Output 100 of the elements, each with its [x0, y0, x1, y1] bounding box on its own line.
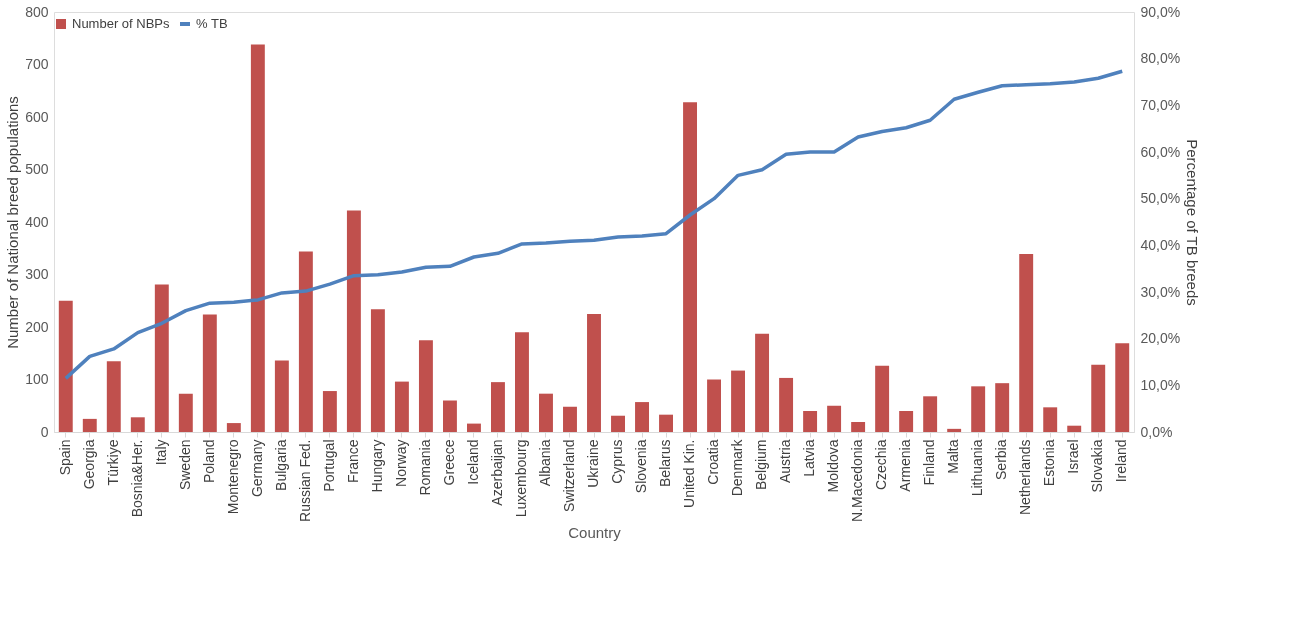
- x-tick-label: Greece: [440, 439, 457, 486]
- x-tick-label: Azerbaijan: [488, 439, 505, 506]
- x-tick-label: Sweden: [176, 439, 193, 491]
- x-tick-label: Bosnia&Her.: [128, 439, 145, 518]
- bar: [178, 393, 193, 432]
- bar: [635, 402, 649, 432]
- y-tick-label: 600: [25, 108, 49, 125]
- bar: [226, 423, 241, 432]
- y-tick-label: 100: [25, 371, 49, 387]
- x-tick-label: Serbia: [993, 439, 1010, 480]
- x-tick-label: Latvia: [801, 439, 818, 477]
- bar: [418, 340, 433, 432]
- bar: [947, 428, 962, 432]
- bar: [923, 396, 938, 432]
- x-tick-label: Albania: [536, 439, 553, 487]
- x-tick-label: Montenegro: [224, 439, 241, 515]
- x-tick-label: Switzerland: [560, 439, 577, 512]
- bar: [827, 405, 842, 432]
- bar: [971, 386, 986, 432]
- y2-tick-label: 60,0%: [1140, 143, 1181, 160]
- x-tick-label: Luxembourg: [512, 439, 529, 518]
- legend-label: % TB: [196, 16, 228, 31]
- bar: [346, 210, 361, 432]
- x-tick-label: Poland: [200, 439, 217, 484]
- bar: [202, 314, 217, 432]
- y-tick-label: 700: [25, 56, 49, 72]
- x-tick-label: Czechia: [873, 439, 890, 491]
- bar: [274, 360, 289, 432]
- bar: [466, 423, 481, 432]
- bar: [130, 417, 145, 432]
- x-tick-label: Norway: [392, 439, 409, 487]
- bar: [659, 414, 673, 432]
- x-tick-label: Bulgaria: [272, 439, 289, 491]
- bar: [490, 382, 505, 432]
- y-tick-label: 300: [25, 266, 49, 282]
- x-tick-label: Spain: [56, 439, 73, 476]
- x-tick-label: Moldova: [825, 439, 842, 493]
- y-tick-label: 400: [25, 213, 49, 230]
- x-tick-label: France: [344, 439, 361, 484]
- bar: [875, 365, 890, 432]
- y2-axis-title: Percentage of TB breeds: [1184, 139, 1202, 306]
- bar: [82, 418, 97, 432]
- x-tick-label: Cyprus: [609, 439, 626, 484]
- y-tick-label: 0: [40, 423, 49, 440]
- x-tick-label: Ireland: [1113, 439, 1130, 483]
- bar: [515, 332, 529, 432]
- x-tick-label: Malta: [945, 439, 962, 474]
- x-tick-label: Italy: [152, 439, 169, 466]
- bar: [1091, 364, 1106, 432]
- x-tick-label: Lithuania: [969, 439, 986, 497]
- x-tick-label: Austria: [777, 439, 794, 484]
- x-tick-label: Iceland: [464, 439, 481, 485]
- x-tick-label: Finland: [921, 439, 938, 486]
- x-tick-label: Germany: [248, 439, 265, 498]
- x-tick-label: Russian Fed.: [296, 439, 313, 522]
- y2-tick-label: 70,0%: [1140, 96, 1181, 113]
- bar: [539, 393, 553, 432]
- x-tick-label: Estonia: [1041, 439, 1058, 487]
- bar: [250, 44, 265, 432]
- bar: [587, 313, 601, 432]
- x-tick-label: N.Macedonia: [849, 439, 866, 522]
- y2-tick-label: 20,0%: [1140, 330, 1181, 347]
- bar: [1019, 254, 1034, 432]
- y2-tick-label: 0,0%: [1140, 423, 1173, 440]
- x-tick-label: Portugal: [320, 439, 337, 492]
- bar: [1115, 343, 1130, 432]
- x-tick-label: Croatia: [705, 439, 722, 485]
- x-tick-label: Türkiye: [104, 439, 121, 486]
- x-axis-title: Country: [568, 523, 622, 541]
- bar: [995, 383, 1010, 432]
- bar: [683, 102, 698, 432]
- bar: [707, 379, 722, 432]
- bar: [803, 411, 818, 432]
- bar: [442, 400, 457, 432]
- bar: [611, 415, 625, 432]
- bar: [322, 391, 337, 432]
- x-tick-label: Netherlands: [1017, 439, 1034, 515]
- x-tick-label: Israel: [1065, 439, 1082, 474]
- y2-tick-label: 90,0%: [1140, 3, 1181, 20]
- x-tick-label: Belgium: [753, 439, 770, 491]
- x-tick-label: Ukraine: [585, 439, 601, 488]
- y2-tick-label: 50,0%: [1140, 190, 1181, 207]
- bar: [899, 411, 914, 432]
- x-tick-label: Georgia: [80, 439, 97, 490]
- y-axis-title: Number of National breed populations: [4, 96, 22, 349]
- bar: [298, 251, 313, 432]
- bar: [370, 309, 385, 432]
- bar: [1043, 407, 1058, 432]
- bar: [58, 300, 73, 432]
- x-tick-label: Armenia: [897, 439, 914, 492]
- x-tick-label: Hungary: [368, 439, 385, 493]
- x-tick-label: United Kin.: [681, 439, 698, 508]
- bar: [154, 284, 169, 432]
- bar: [1067, 425, 1082, 432]
- y-tick-label: 800: [25, 3, 49, 20]
- x-tick-label: Slovenia: [633, 439, 650, 494]
- bar: [106, 361, 121, 432]
- bar: [779, 377, 794, 432]
- bar: [731, 370, 746, 432]
- line-series: [64, 69, 1124, 381]
